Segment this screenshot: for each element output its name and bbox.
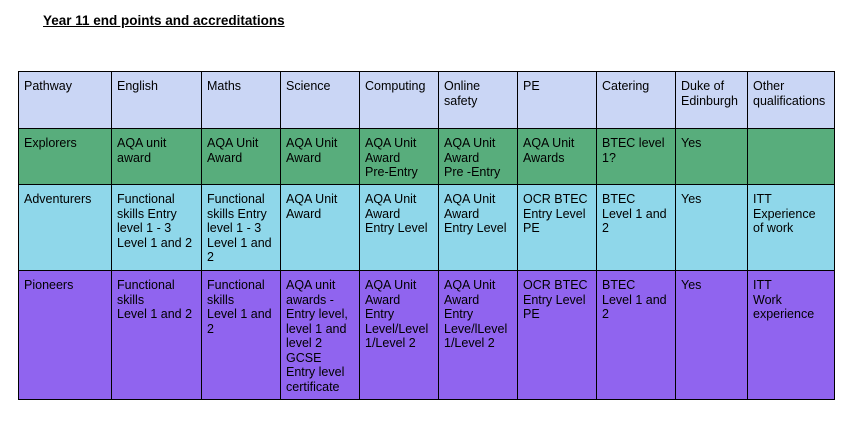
header-cell-computing: Computing [359,71,439,129]
header-cell-duke-of-edinburgh: Duke of Edinburgh [675,71,748,129]
header-cell-science: Science [280,71,360,129]
table-cell: OCR BTEC Entry Level PE [517,270,597,400]
table-cell: AQA Unit Award Entry Level [359,184,439,271]
table-cell: Functional skills Entry level 1 - 3 Leve… [111,184,202,271]
table-cell: Pioneers [18,270,112,400]
table-cell: Yes [675,184,748,271]
header-cell-online-safety: Online safety [438,71,518,129]
document-title: Year 11 end points and accreditations [43,13,285,28]
table-cell: Explorers [18,128,112,185]
table-cell: Functional skills Entry level 1 - 3 Leve… [201,184,281,271]
table-cell: AQA Unit Award Entry Level [438,184,518,271]
table-cell: AQA Unit Award Pre-Entry [359,128,439,185]
table-cell: Functional skills Level 1 and 2 [111,270,202,400]
table-cell: AQA Unit Award Entry Leve/lLevel 1/Level… [438,270,518,400]
table-cell: BTEC Level 1 and 2 [596,184,676,271]
table-cell: Adventurers [18,184,112,271]
table-cell: ITT Experience of work [747,184,835,271]
table-cell: AQA Unit Award [201,128,281,185]
table-cell: AQA Unit Awards [517,128,597,185]
table-row-adventurers: Adventurers Functional skills Entry leve… [18,184,835,271]
table-cell: AQA Unit Award [280,184,360,271]
table-row-explorers: Explorers AQA unit award AQA Unit Award … [18,128,835,185]
endpoints-table: Pathway English Maths Science Computing … [18,71,835,400]
table-cell: AQA Unit Award Pre -Entry [438,128,518,185]
header-cell-pathway: Pathway [18,71,112,129]
table-cell: Yes [675,270,748,400]
header-cell-maths: Maths [201,71,281,129]
header-cell-other-qualifications: Other qualifications [747,71,835,129]
table-cell: BTEC level 1? [596,128,676,185]
table-cell: BTEC Level 1 and 2 [596,270,676,400]
header-cell-pe: PE [517,71,597,129]
table-cell: Yes [675,128,748,185]
header-cell-catering: Catering [596,71,676,129]
table-cell [747,128,835,185]
table-cell: AQA Unit Award [280,128,360,185]
table-row-pioneers: Pioneers Functional skills Level 1 and 2… [18,270,835,400]
table-cell: AQA unit awards - Entry level, level 1 a… [280,270,360,400]
table-cell: AQA unit award [111,128,202,185]
table-cell: OCR BTEC Entry Level PE [517,184,597,271]
table-cell: ITT Work experience [747,270,835,400]
header-cell-english: English [111,71,202,129]
table-cell: AQA Unit Award Entry Level/Level 1/Level… [359,270,439,400]
table-header-row: Pathway English Maths Science Computing … [18,71,835,129]
table-cell: Functional skills Level 1 and 2 [201,270,281,400]
